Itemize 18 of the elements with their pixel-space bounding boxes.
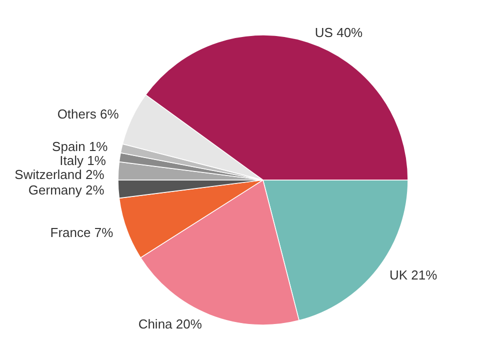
data-label: 40% [336,25,364,40]
slice-label: UK [389,268,408,283]
slice-label: Germany [28,182,82,198]
slice-label: Spain [52,138,86,154]
data-label: 20% [176,316,202,332]
data-label: 1% [87,152,106,168]
data-label: 6% [100,106,120,122]
data-label: 1% [88,138,108,154]
data-label: 2% [86,182,105,198]
data-label: 2% [86,166,105,182]
slice-label: US [314,25,334,40]
slice-label: Others [57,106,97,122]
slice-label: France [50,225,91,240]
slice-label: Switzerland [14,166,82,182]
data-label: 7% [94,225,114,240]
data-label: 21% [411,268,438,283]
slice-label: China [138,316,174,332]
slice-label: Italy [60,152,84,168]
